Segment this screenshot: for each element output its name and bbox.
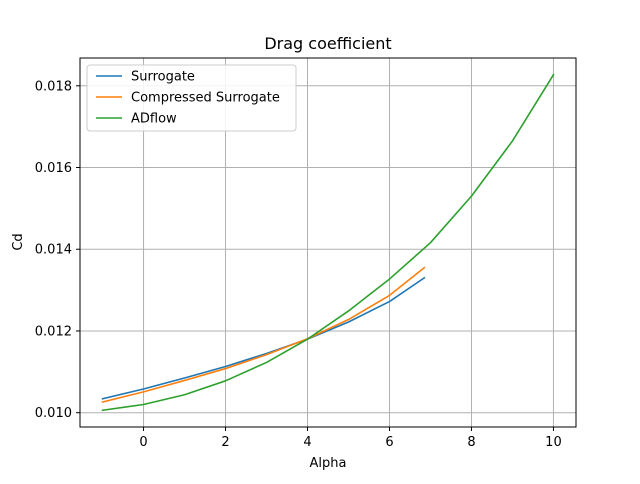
series-line-adflow (101, 73, 555, 412)
x-tick-label: 4 (303, 435, 311, 450)
x-axis-label: Alpha (310, 456, 347, 471)
series-line-compressed-surrogate (101, 266, 426, 404)
y-tick-label: 0.014 (35, 243, 72, 258)
x-tick-label: 10 (545, 435, 562, 450)
x-tick-label: 2 (221, 435, 229, 450)
series-lines (101, 73, 555, 412)
legend-label-adflow: ADflow (131, 112, 177, 127)
legend-box (86, 64, 297, 132)
y-tick-label: 0.018 (35, 79, 72, 94)
x-tick-label: 0 (139, 435, 147, 450)
y-tick-label: 0.016 (35, 161, 72, 176)
chart-title: Drag coefficient (264, 34, 391, 53)
y-tick-label: 0.012 (35, 324, 72, 339)
series-line-surrogate (101, 276, 426, 400)
legend-label-compressed-surrogate: Compressed Surrogate (131, 91, 280, 106)
y-tick-label: 0.010 (35, 406, 72, 421)
plot-frame (79, 57, 577, 428)
x-tick-label: 6 (385, 435, 393, 450)
legend: Surrogate Compressed Surrogate ADflow (86, 64, 297, 132)
y-axis-label: Cd (11, 233, 26, 250)
x-tick-label: 8 (467, 435, 475, 450)
legend-label-surrogate: Surrogate (131, 70, 195, 85)
axis-ticks: 0 2 4 6 8 10 0.010 0.012 0.014 0.016 0.018 (35, 79, 562, 450)
